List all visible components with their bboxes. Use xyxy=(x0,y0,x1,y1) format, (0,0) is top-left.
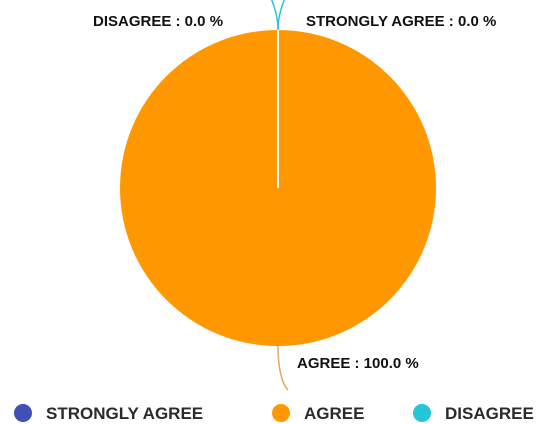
legend-swatch-disagree xyxy=(413,404,431,422)
legend-label-disagree: DISAGREE xyxy=(445,404,534,423)
legend-label-agree: AGREE xyxy=(304,404,364,423)
legend-item-agree[interactable]: AGREE xyxy=(272,404,364,423)
slice-label-agree: AGREE : 100.0 % xyxy=(297,355,419,372)
leader-line-agree xyxy=(277,345,289,391)
leader-line-strongly-agree xyxy=(277,0,286,31)
slice-labels: DISAGREE : 0.0 % STRONGLY AGREE : 0.0 % AG… xyxy=(93,13,496,372)
leader-line-disagree xyxy=(270,0,279,31)
slice-label-strongly-agree: STRONGLY AGREE : 0.0 % xyxy=(306,13,496,30)
slice-label-disagree: DISAGREE : 0.0 % xyxy=(93,13,223,30)
legend-swatch-strongly-agree xyxy=(14,404,32,422)
legend: STRONGLY AGREE AGREE DISAGREE xyxy=(14,404,534,423)
leader-lines xyxy=(270,0,289,391)
legend-swatch-agree xyxy=(272,404,290,422)
pie-slices xyxy=(120,30,436,346)
legend-item-disagree[interactable]: DISAGREE xyxy=(413,404,534,423)
legend-item-strongly-agree[interactable]: STRONGLY AGREE xyxy=(14,404,203,423)
legend-label-strongly-agree: STRONGLY AGREE xyxy=(46,404,203,423)
